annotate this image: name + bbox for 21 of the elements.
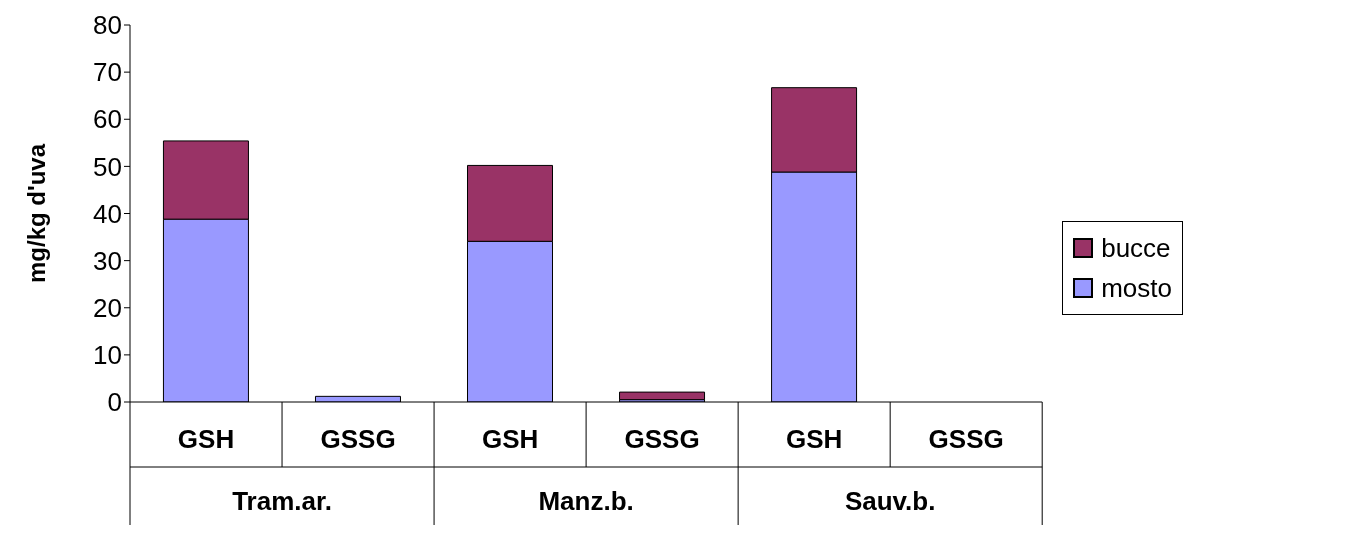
y-tick-label: 70 [93, 57, 122, 88]
y-tick-label: 20 [93, 292, 122, 323]
text: Sauv.b. [844, 486, 936, 516]
text: Tram.ar. [232, 486, 332, 516]
y-axis-title: mg/kg d'uva [22, 143, 50, 284]
x-tick-label: GSH [177, 424, 235, 454]
x-tick-label: GSH [481, 424, 539, 454]
y-tick-label: 80 [93, 10, 122, 41]
legend-label: bucce [1100, 231, 1172, 265]
x-tick-label: GSH [785, 424, 843, 454]
y-tick-label: 10 [93, 340, 122, 371]
y-tick-label: 0 [107, 387, 122, 418]
x-tick-label: GSSG [624, 424, 700, 454]
x-tick-label: GSSG [928, 424, 1004, 454]
y-tick-label: 60 [93, 104, 122, 135]
y-tick-label: 50 [93, 151, 122, 182]
y-tick-label: 40 [93, 198, 122, 229]
legend-label: mosto [1100, 271, 1172, 305]
x-tick-label: GSSG [320, 424, 396, 454]
y-tick-label: 30 [93, 245, 122, 276]
text: Manz.b. [538, 486, 634, 516]
